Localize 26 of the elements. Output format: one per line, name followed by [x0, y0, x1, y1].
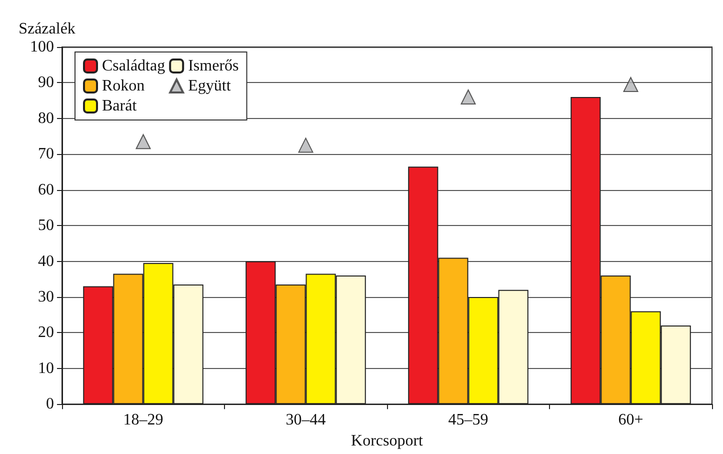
point: [623, 76, 638, 92]
point: [136, 134, 151, 150]
legend-label: Ismerős: [188, 58, 239, 74]
x-tick-label: 60+: [618, 412, 644, 429]
x-tick-label: 18–29: [123, 412, 164, 429]
x-tick-label: 30–44: [286, 412, 326, 429]
legend-label: Rokon: [102, 78, 145, 94]
x-axis-title: Korcsoport: [351, 432, 424, 450]
point: [298, 138, 314, 153]
legend-label: Barát: [102, 98, 138, 114]
y-tick-label: 90: [38, 74, 54, 92]
x-tick-label: 45–59: [448, 412, 488, 429]
y-tick-label: 20: [38, 324, 54, 342]
point: [460, 89, 476, 104]
y-tick-label: 80: [38, 110, 54, 127]
y-axis-title: Százalék: [18, 20, 76, 38]
y-tick-label: 10: [38, 360, 54, 377]
y-tick-label: 50: [38, 217, 54, 234]
legend-label: Együtt: [188, 78, 232, 94]
y-tick-label: 100: [30, 38, 54, 56]
legend-label: Családtag: [102, 58, 166, 74]
y-tick-label: 60: [38, 181, 54, 198]
y-tick-label: 30: [38, 288, 54, 306]
y-tick-label: 40: [38, 252, 54, 270]
y-tick-label: 0: [46, 396, 54, 413]
y-tick-label: 70: [38, 146, 54, 163]
